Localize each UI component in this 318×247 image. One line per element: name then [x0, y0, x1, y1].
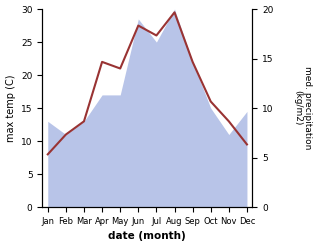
- Y-axis label: max temp (C): max temp (C): [5, 74, 16, 142]
- X-axis label: date (month): date (month): [108, 231, 186, 242]
- Y-axis label: med. precipitation
(kg/m2): med. precipitation (kg/m2): [293, 66, 313, 150]
